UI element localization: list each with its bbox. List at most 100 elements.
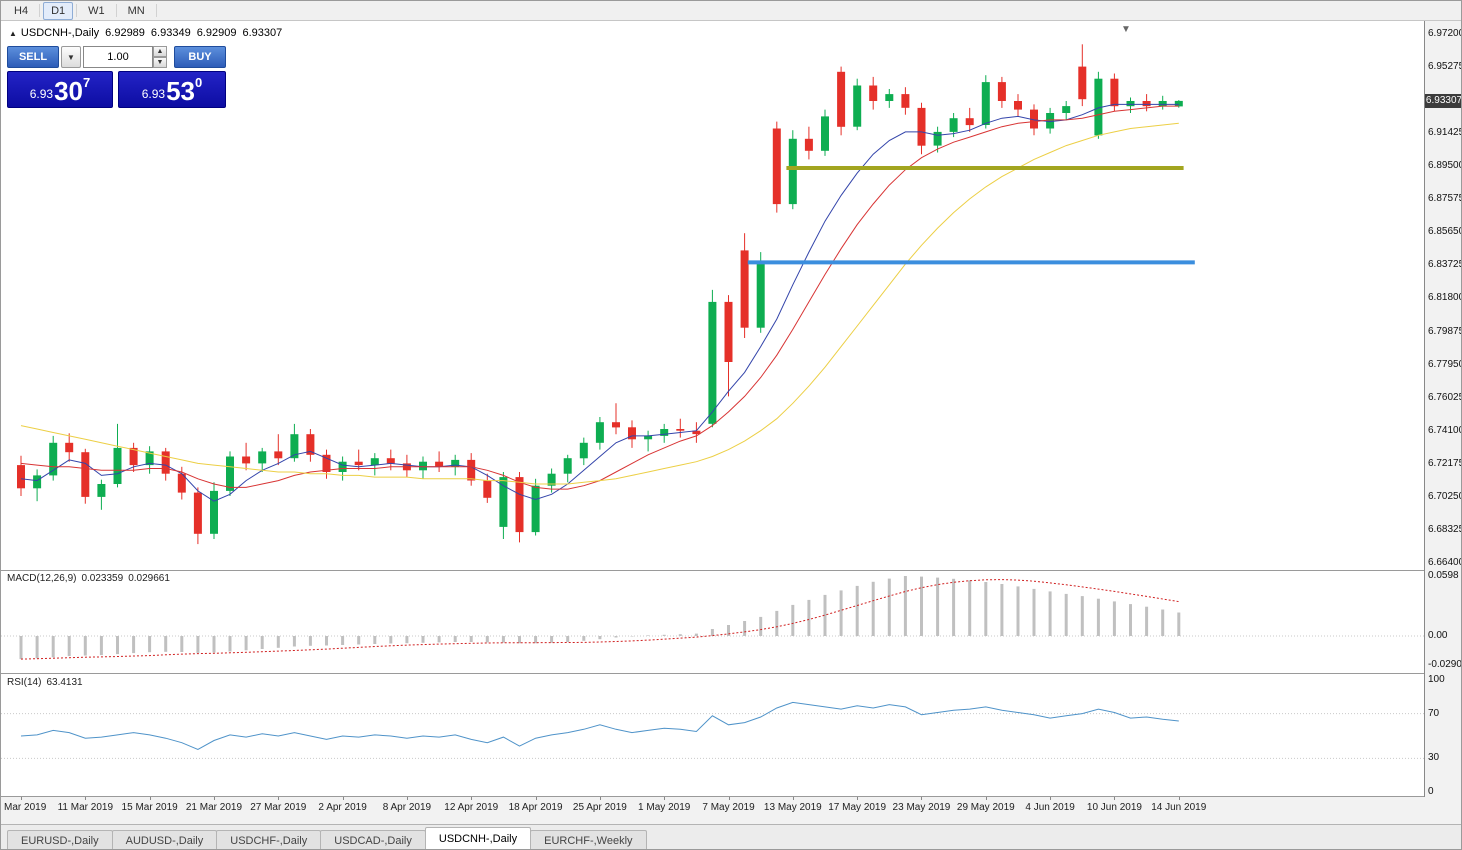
date-label: 27 Mar 2019: [250, 802, 307, 813]
time-axis-tick: [728, 797, 730, 800]
sell-button[interactable]: SELL: [7, 46, 59, 68]
rsi-value: 63.4131: [46, 677, 83, 688]
bid-price-prefix: 6.93: [29, 87, 54, 101]
collapse-panel-icon[interactable]: ▲: [9, 29, 17, 38]
period-button-h4[interactable]: H4: [14, 4, 29, 17]
chart-info-line: ▲ USDCNH-,Daily 6.92989 6.93349 6.92909 6.933…: [9, 27, 282, 39]
date-label: 7 May 2019: [702, 802, 755, 813]
current-price-badge: 6.93307: [1425, 93, 1462, 108]
time-axis-tick: [1178, 797, 1180, 800]
bid-price-display[interactable]: 6.93 30 7: [7, 71, 113, 108]
period-button-w1[interactable]: W1: [88, 4, 105, 17]
price-tick-label: 6.85650: [1428, 226, 1462, 238]
date-label: 10 Jun 2019: [1086, 802, 1142, 813]
chart-tab-eurusd-daily[interactable]: EURUSD-,Daily: [7, 830, 113, 849]
time-axis-tick: [278, 797, 280, 800]
toolbar-separator: [39, 4, 41, 17]
period-toolbar: H4 D1 W1 MN: [1, 1, 1461, 21]
rsi-label-line: RSI(14) 63.4131: [7, 677, 88, 688]
ohlc-low: 6.92909: [196, 27, 237, 39]
rsi-indicator-name: RSI(14): [7, 677, 42, 688]
toolbar-separator: [155, 4, 157, 17]
time-axis-tick: [149, 797, 151, 800]
chart-symbol-period: USDCNH-,Daily: [20, 27, 100, 39]
ask-price-pips: 53: [166, 76, 196, 106]
date-label: 11 Mar 2019: [57, 802, 114, 813]
price-tick-label: 6.70250: [1428, 490, 1462, 502]
price-tick-label: 6.91425: [1428, 127, 1462, 139]
macd-indicator-name: MACD(12,26,9): [7, 573, 77, 584]
price-tick-label: 6.77950: [1428, 358, 1462, 370]
date-label: 2 Apr 2019: [318, 802, 367, 813]
price-tick-label: 6.87575: [1428, 193, 1462, 205]
time-axis-tick: [857, 797, 859, 800]
price-tick-label: 6.72175: [1428, 457, 1462, 469]
main-macd-splitter[interactable]: [1, 570, 1461, 571]
price-tick-label: 6.95275: [1428, 61, 1462, 73]
date-label: 14 Jun 2019: [1151, 802, 1207, 813]
bid-price-point: 7: [83, 75, 91, 90]
time-axis-tick: [599, 797, 601, 800]
chart-shift-marker-icon[interactable]: ▼: [1121, 24, 1131, 35]
period-button-d1[interactable]: D1: [43, 1, 74, 20]
time-axis[interactable]: 5 Mar 2019 11 Mar 2019 15 Mar 2019 21 Mar 2…: [1, 797, 1461, 824]
ohlc-close: 6.93307: [242, 27, 283, 39]
chart-tab-usdchf-daily[interactable]: USDCHF-,Daily: [216, 830, 322, 849]
macd-tick-label: 0.00: [1428, 630, 1448, 641]
ask-price-display[interactable]: 6.93 53 0: [118, 71, 226, 108]
chart-tab-usdcnh-daily[interactable]: USDCNH-,Daily: [424, 827, 532, 849]
volume-input[interactable]: [83, 46, 153, 68]
chart-tab-audusd-daily[interactable]: AUDUSD-,Daily: [111, 830, 218, 849]
rsi-axis-splitter[interactable]: [1, 796, 1461, 797]
time-axis-tick: [21, 797, 22, 800]
price-tick-label: 6.66400: [1428, 557, 1462, 568]
date-label: 12 Apr 2019: [444, 802, 499, 813]
volume-decrement-button[interactable]: ▼: [153, 57, 167, 68]
time-axis-tick: [535, 797, 537, 800]
price-tick-label: 6.68325: [1428, 523, 1462, 535]
price-tick-label: 6.76025: [1428, 391, 1462, 403]
buy-button[interactable]: BUY: [174, 46, 226, 68]
date-label: 23 May 2019: [892, 802, 951, 813]
period-button-mn[interactable]: MN: [127, 4, 145, 17]
ohlc-high: 6.93349: [150, 27, 191, 39]
date-label: 21 Mar 2019: [185, 802, 243, 813]
date-label: 29 May 2019: [956, 802, 1015, 813]
time-axis-tick: [792, 797, 794, 800]
chart-tab-usdcad-daily[interactable]: USDCAD-,Daily: [320, 830, 426, 849]
toolbar-separator: [76, 4, 78, 17]
volume-preset-dropdown[interactable]: ▼: [61, 46, 81, 68]
time-axis-tick: [664, 797, 666, 800]
price-tick-label: 6.89500: [1428, 160, 1462, 172]
macd-rsi-splitter[interactable]: [1, 673, 1461, 674]
date-label: 25 Apr 2019: [572, 802, 627, 813]
price-scale[interactable]: 6.93307 6.972006.952756.933506.914256.89…: [1424, 21, 1462, 797]
chevron-down-icon: ▼: [67, 52, 75, 62]
date-label: 18 Apr 2019: [508, 802, 563, 813]
rsi-tick-label: 0: [1428, 786, 1434, 797]
price-tick-label: 6.74100: [1428, 424, 1462, 436]
date-label: 17 May 2019: [828, 802, 887, 813]
time-axis-tick: [985, 797, 987, 800]
price-tick-label: 6.97200: [1428, 27, 1462, 39]
rsi-tick-label: 100: [1428, 674, 1445, 685]
price-tick-label: 6.81800: [1428, 292, 1462, 304]
time-axis-tick: [1050, 797, 1052, 800]
date-label: 15 Mar 2019: [121, 802, 178, 813]
time-axis-tick: [406, 797, 408, 800]
macd-main-value: 0.023359: [81, 573, 124, 584]
chart-tab-eurchf-weekly[interactable]: EURCHF-,Weekly: [530, 830, 647, 849]
volume-increment-button[interactable]: ▲: [153, 46, 167, 57]
time-axis-tick: [921, 797, 923, 800]
volume-field: ▲ ▼: [83, 46, 172, 68]
chart-tab-bar: EURUSD-,Daily AUDUSD-,Daily USDCHF-,Daily U…: [1, 824, 1461, 849]
date-label: 8 Apr 2019: [382, 802, 432, 813]
ask-price-prefix: 6.93: [141, 87, 166, 101]
time-axis-tick: [1114, 797, 1116, 800]
ask-price-point: 0: [195, 75, 203, 90]
rsi-tick-label: 30: [1428, 752, 1440, 764]
date-label: 13 May 2019: [763, 802, 822, 813]
